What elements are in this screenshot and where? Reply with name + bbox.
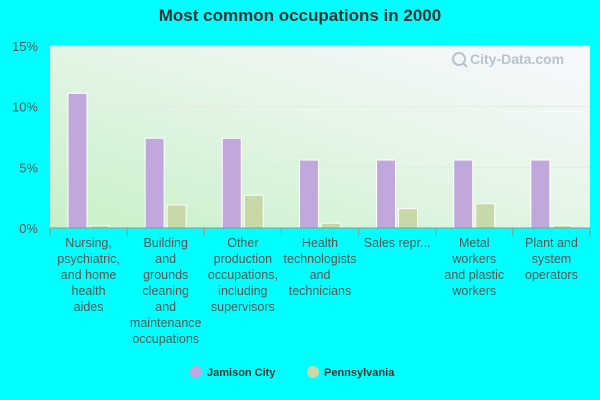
bar-jamison-city xyxy=(144,137,165,229)
category-labels: Nursing, psychiatric, and home health aidesB… xyxy=(57,236,578,346)
category-label: Other production occupations, including supe… xyxy=(208,236,278,314)
watermark-text: City-Data.com xyxy=(470,51,564,67)
bars xyxy=(67,92,573,229)
legend: Jamison City Pennsylvania xyxy=(190,366,395,379)
bar-jamison-city xyxy=(453,159,474,229)
gridlines xyxy=(50,45,590,168)
bar-pennsylvania xyxy=(475,203,496,229)
legend-swatch xyxy=(307,366,319,378)
y-tick-label: 15% xyxy=(12,39,38,54)
x-axis xyxy=(49,227,591,236)
bar-pennsylvania xyxy=(320,222,341,229)
legend-label: Pennsylvania xyxy=(324,367,395,379)
y-tick-label: 10% xyxy=(12,100,38,115)
bar-pennsylvania xyxy=(398,208,419,229)
bar-pennsylvania xyxy=(243,194,264,229)
bar-jamison-city xyxy=(298,159,319,229)
legend-label: Jamison City xyxy=(207,367,276,379)
category-label: Metal workers and plastic workers xyxy=(444,236,504,298)
bar-jamison-city xyxy=(530,159,551,229)
chart-title: Most common occupations in 2000 xyxy=(158,6,442,25)
bar-pennsylvania xyxy=(166,204,187,229)
plot-area xyxy=(50,46,590,228)
category-label: Building and grounds cleaning and maintenance… xyxy=(130,236,202,346)
category-label: Health technologists and technicians xyxy=(284,236,357,298)
legend-swatch xyxy=(190,366,202,378)
y-tick-labels: 0% 5% 10% 15% xyxy=(12,39,38,236)
watermark: City-Data.com xyxy=(452,51,564,68)
category-label: Sales repr... xyxy=(364,236,431,250)
y-tick-label: 0% xyxy=(19,221,38,236)
bar-jamison-city xyxy=(376,159,397,229)
bar-jamison-city xyxy=(67,92,88,229)
category-label: Plant and system operators xyxy=(525,236,578,282)
category-label: Nursing, psychiatric, and home health aides xyxy=(57,236,120,314)
bar-jamison-city xyxy=(221,137,242,229)
y-tick-label: 5% xyxy=(19,160,38,175)
